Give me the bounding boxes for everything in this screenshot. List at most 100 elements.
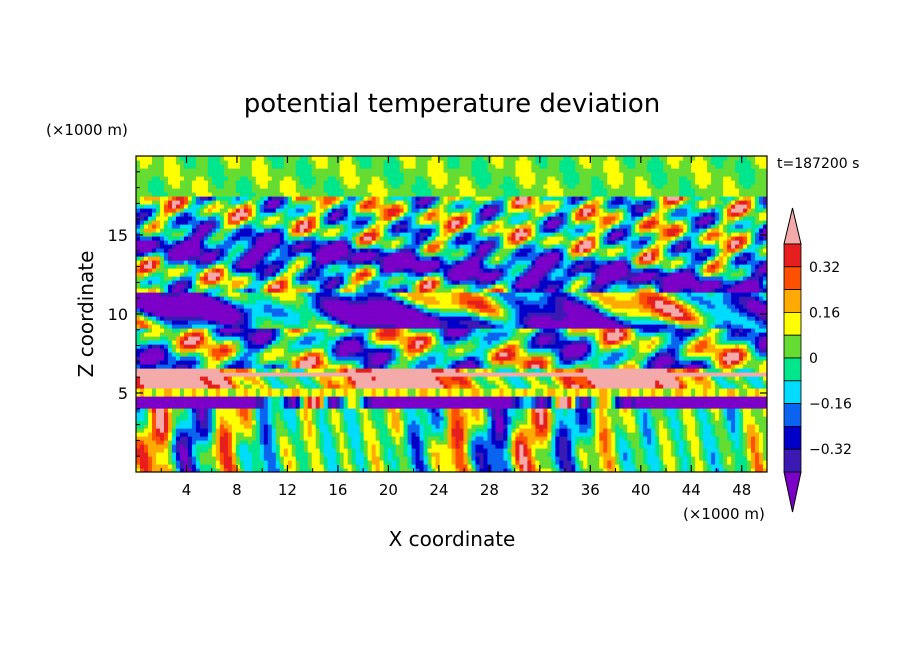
heatmap-cell [611, 400, 616, 405]
heatmap-cell [735, 368, 740, 373]
heatmap-cell [619, 368, 624, 373]
heatmap-cell [195, 416, 201, 421]
heatmap-cell [407, 428, 413, 433]
heatmap-cell [747, 384, 752, 389]
heatmap-cell [583, 464, 588, 469]
heatmap-cell [707, 368, 712, 373]
heatmap-cell [211, 368, 217, 373]
heatmap-cell [711, 368, 716, 373]
heatmap-cell [539, 436, 544, 441]
heatmap-cell [511, 424, 516, 429]
heatmap-cell [431, 380, 437, 385]
heatmap-cell [563, 440, 568, 445]
heatmap-cell [547, 352, 552, 357]
heatmap-cell [367, 396, 373, 401]
heatmap-cell [411, 388, 417, 393]
heatmap-cell [535, 380, 540, 385]
heatmap-cell [163, 376, 169, 381]
heatmap-cell [711, 348, 716, 353]
heatmap-cell [455, 464, 461, 469]
heatmap-cell [195, 368, 201, 373]
heatmap-cell [443, 348, 449, 353]
heatmap-cell [247, 444, 253, 449]
heatmap-cell [475, 376, 481, 381]
heatmap-cell [627, 412, 632, 417]
heatmap-cell [503, 348, 509, 353]
heatmap-cell [559, 420, 564, 425]
heatmap-cell [547, 396, 552, 401]
heatmap-cell [343, 348, 349, 353]
heatmap-cell [695, 400, 700, 405]
heatmap-cell [707, 468, 712, 472]
heatmap-cell [423, 384, 429, 389]
heatmap-cell [291, 416, 297, 421]
heatmap-cell [179, 380, 185, 385]
heatmap-cell [523, 408, 528, 413]
heatmap-cell [491, 400, 497, 405]
heatmap-cell [687, 464, 692, 469]
heatmap-cell [723, 448, 728, 453]
heatmap-cell [675, 412, 680, 417]
heatmap-cell [519, 456, 524, 461]
heatmap-cell [203, 360, 209, 365]
heatmap-cell [315, 440, 321, 445]
heatmap-cell [171, 464, 177, 469]
heatmap-cell [583, 416, 588, 421]
heatmap-cell [243, 420, 249, 425]
heatmap-cell [519, 416, 524, 421]
heatmap-cell [663, 468, 668, 472]
heatmap-cell [447, 372, 453, 377]
heatmap-cell [627, 408, 632, 413]
heatmap-cell [763, 416, 767, 421]
heatmap-cell [227, 356, 233, 361]
heatmap-cell [339, 392, 345, 397]
heatmap-cell [139, 352, 145, 357]
heatmap-cell [547, 432, 552, 437]
heatmap-cell [279, 348, 285, 353]
heatmap-cell [183, 400, 189, 405]
heatmap-cell [647, 444, 652, 449]
heatmap-cell [703, 404, 708, 409]
heatmap-cell [507, 388, 512, 393]
heatmap-cell [139, 396, 145, 401]
heatmap-cell [283, 348, 289, 353]
heatmap-cell [727, 368, 732, 373]
heatmap-cell [159, 364, 165, 369]
heatmap-cell [523, 400, 528, 405]
heatmap-cell [487, 452, 493, 457]
heatmap-cell [179, 464, 185, 469]
heatmap-cell [727, 424, 732, 429]
heatmap-cell [323, 408, 329, 413]
heatmap-cell [703, 448, 708, 453]
heatmap-cell [291, 468, 297, 472]
heatmap-cell [591, 404, 596, 409]
heatmap-cell [743, 460, 748, 465]
heatmap-cell [279, 384, 285, 389]
heatmap-cell [275, 392, 281, 397]
heatmap-cell [499, 380, 505, 385]
heatmap-cell [343, 408, 349, 413]
heatmap-cell [527, 392, 532, 397]
heatmap-cell [251, 344, 257, 349]
heatmap-cell [579, 420, 584, 425]
heatmap-cell [663, 412, 668, 417]
heatmap-cell [507, 400, 512, 405]
heatmap-cell [447, 468, 453, 472]
heatmap-cell [411, 444, 417, 449]
heatmap-cell [487, 400, 493, 405]
heatmap-cell [383, 360, 389, 365]
heatmap-cell [299, 456, 305, 461]
heatmap-cell [451, 388, 457, 393]
heatmap-cell [707, 356, 712, 361]
heatmap-cell [159, 416, 165, 421]
heatmap-cell [567, 360, 572, 365]
heatmap-cell [427, 344, 433, 349]
heatmap-cell [659, 404, 664, 409]
heatmap-cell [287, 456, 293, 461]
heatmap-cell [235, 460, 241, 465]
heatmap-cell [579, 412, 584, 417]
heatmap-cell [595, 404, 600, 409]
heatmap-cell [551, 464, 556, 469]
heatmap-cell [283, 368, 289, 373]
heatmap-cell [511, 436, 516, 441]
